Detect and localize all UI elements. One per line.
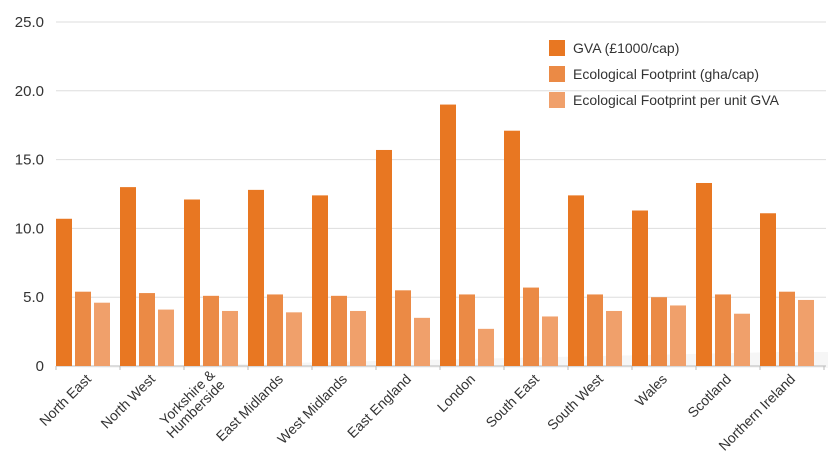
bar	[587, 294, 603, 366]
bar	[504, 130, 520, 366]
bar	[632, 210, 648, 366]
bar	[440, 104, 456, 366]
bar	[331, 295, 347, 366]
bar	[120, 187, 136, 366]
bar	[56, 218, 72, 366]
bar	[75, 291, 91, 366]
bar	[248, 189, 264, 366]
bar	[94, 302, 110, 366]
bar	[158, 309, 174, 366]
bar	[414, 317, 430, 366]
bar	[350, 310, 366, 366]
legend-label: Ecological Footprint (gha/cap)	[573, 66, 759, 82]
y-axis-ticks: 0 5.0 10.0 15.0 20.0 25.0	[15, 14, 44, 375]
bar	[222, 310, 238, 366]
y-tick-label: 5.0	[23, 289, 44, 306]
bar	[798, 299, 814, 366]
category-label: East England	[344, 371, 414, 441]
bar	[696, 182, 712, 366]
bar	[670, 305, 686, 366]
bar	[459, 294, 475, 366]
bar	[478, 328, 494, 366]
category-label: Wales	[632, 371, 670, 409]
legend-label: GVA (£1000/cap)	[573, 40, 679, 56]
y-tick-label: 20.0	[15, 83, 44, 100]
y-tick-label: 0	[36, 358, 44, 375]
category-label: North West	[97, 371, 158, 432]
bar	[542, 316, 558, 366]
category-label: South West	[544, 371, 606, 433]
bar	[184, 199, 200, 366]
bar	[139, 293, 155, 366]
legend-swatch	[549, 66, 565, 82]
bar	[779, 291, 795, 366]
bar	[651, 297, 667, 366]
legend-label: Ecological Footprint per unit GVA	[573, 92, 780, 108]
bar	[203, 295, 219, 366]
bar	[734, 313, 750, 366]
y-tick-label: 25.0	[15, 14, 44, 31]
bar	[376, 149, 392, 366]
bar	[312, 195, 328, 366]
category-label: North East	[36, 371, 94, 429]
bar	[606, 310, 622, 366]
bar	[568, 195, 584, 366]
bar	[286, 312, 302, 366]
bars	[56, 104, 814, 366]
bar	[715, 294, 731, 366]
bar	[395, 290, 411, 366]
y-tick-label: 10.0	[15, 220, 44, 237]
legend: GVA (£1000/cap) Ecological Footprint (gha…	[549, 40, 780, 108]
y-tick-label: 15.0	[15, 152, 44, 169]
bar	[267, 294, 283, 366]
bar	[523, 287, 539, 366]
legend-swatch	[549, 92, 565, 108]
category-label: South East	[482, 371, 542, 431]
bar	[760, 213, 776, 366]
legend-swatch	[549, 40, 565, 56]
category-label: London	[434, 371, 478, 415]
category-label: Scotland	[684, 371, 734, 421]
